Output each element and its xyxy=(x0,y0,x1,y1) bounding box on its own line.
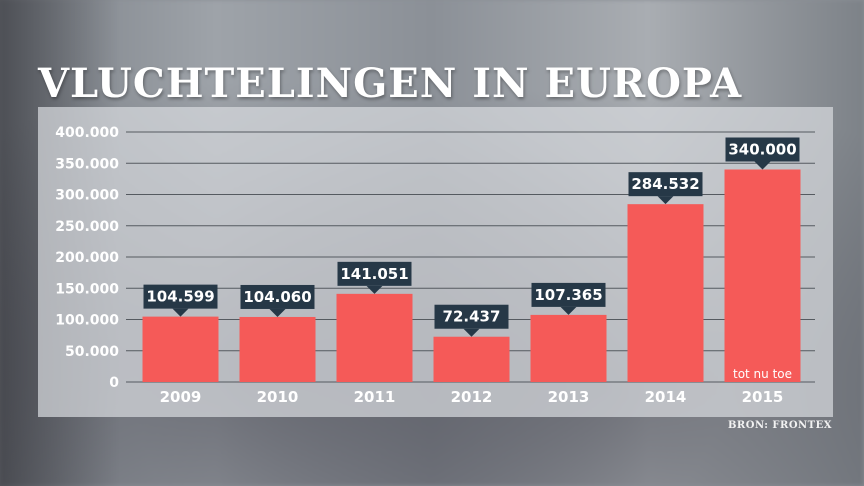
y-tick-label: 100.000 xyxy=(55,313,119,329)
chart-title: VLUCHTELINGEN IN EUROPA xyxy=(38,60,743,107)
y-tick-label: 250.000 xyxy=(55,219,119,235)
x-tick-label: 2014 xyxy=(645,388,687,406)
x-tick-label: 2012 xyxy=(451,388,493,406)
value-label: 104.060 xyxy=(243,288,311,306)
value-label-pointer xyxy=(657,196,674,205)
bar-2012 xyxy=(433,336,510,382)
value-label: 340.000 xyxy=(728,141,796,159)
value-label-pointer xyxy=(754,161,771,170)
value-label: 72.437 xyxy=(443,308,501,326)
y-tick-label: 0 xyxy=(109,375,119,391)
x-tick-label: 2010 xyxy=(257,388,299,406)
value-label-pointer xyxy=(366,285,383,294)
bar-2010 xyxy=(239,316,316,382)
value-label-box xyxy=(725,137,800,162)
y-tick-label: 50.000 xyxy=(65,344,119,360)
y-tick-label: 400.000 xyxy=(55,125,119,141)
x-tick-label: 2011 xyxy=(354,388,396,406)
y-tick-label: 200.000 xyxy=(55,250,119,266)
bar-2011 xyxy=(336,293,413,382)
value-label-box xyxy=(240,284,315,309)
x-tick-label: 2013 xyxy=(548,388,590,406)
y-tick-label: 300.000 xyxy=(55,188,119,204)
value-label-pointer xyxy=(269,308,286,317)
value-label-pointer xyxy=(172,308,189,317)
value-label-box xyxy=(628,172,703,197)
bar-2015 xyxy=(724,169,801,382)
value-label-pointer xyxy=(560,306,577,315)
y-tick-label: 350.000 xyxy=(55,156,119,172)
bar-2014 xyxy=(627,204,704,382)
x-tick-label: 2009 xyxy=(160,388,202,406)
value-label-box xyxy=(531,282,606,307)
source-credit: BRON: FRONTEX xyxy=(727,420,832,431)
y-tick-label: 150.000 xyxy=(55,281,119,297)
bar-2009 xyxy=(142,316,219,382)
bar-2013 xyxy=(530,314,607,382)
value-label: 141.051 xyxy=(340,265,408,283)
value-label: 107.365 xyxy=(534,286,602,304)
value-label: 284.532 xyxy=(631,175,699,193)
value-label: 104.599 xyxy=(146,288,214,306)
value-label-box xyxy=(337,261,412,286)
bar-annotation: tot nu toe xyxy=(733,367,792,381)
x-tick-label: 2015 xyxy=(742,388,784,406)
value-label-box xyxy=(143,284,218,309)
value-label-pointer xyxy=(463,328,480,337)
value-label-box xyxy=(434,304,509,329)
